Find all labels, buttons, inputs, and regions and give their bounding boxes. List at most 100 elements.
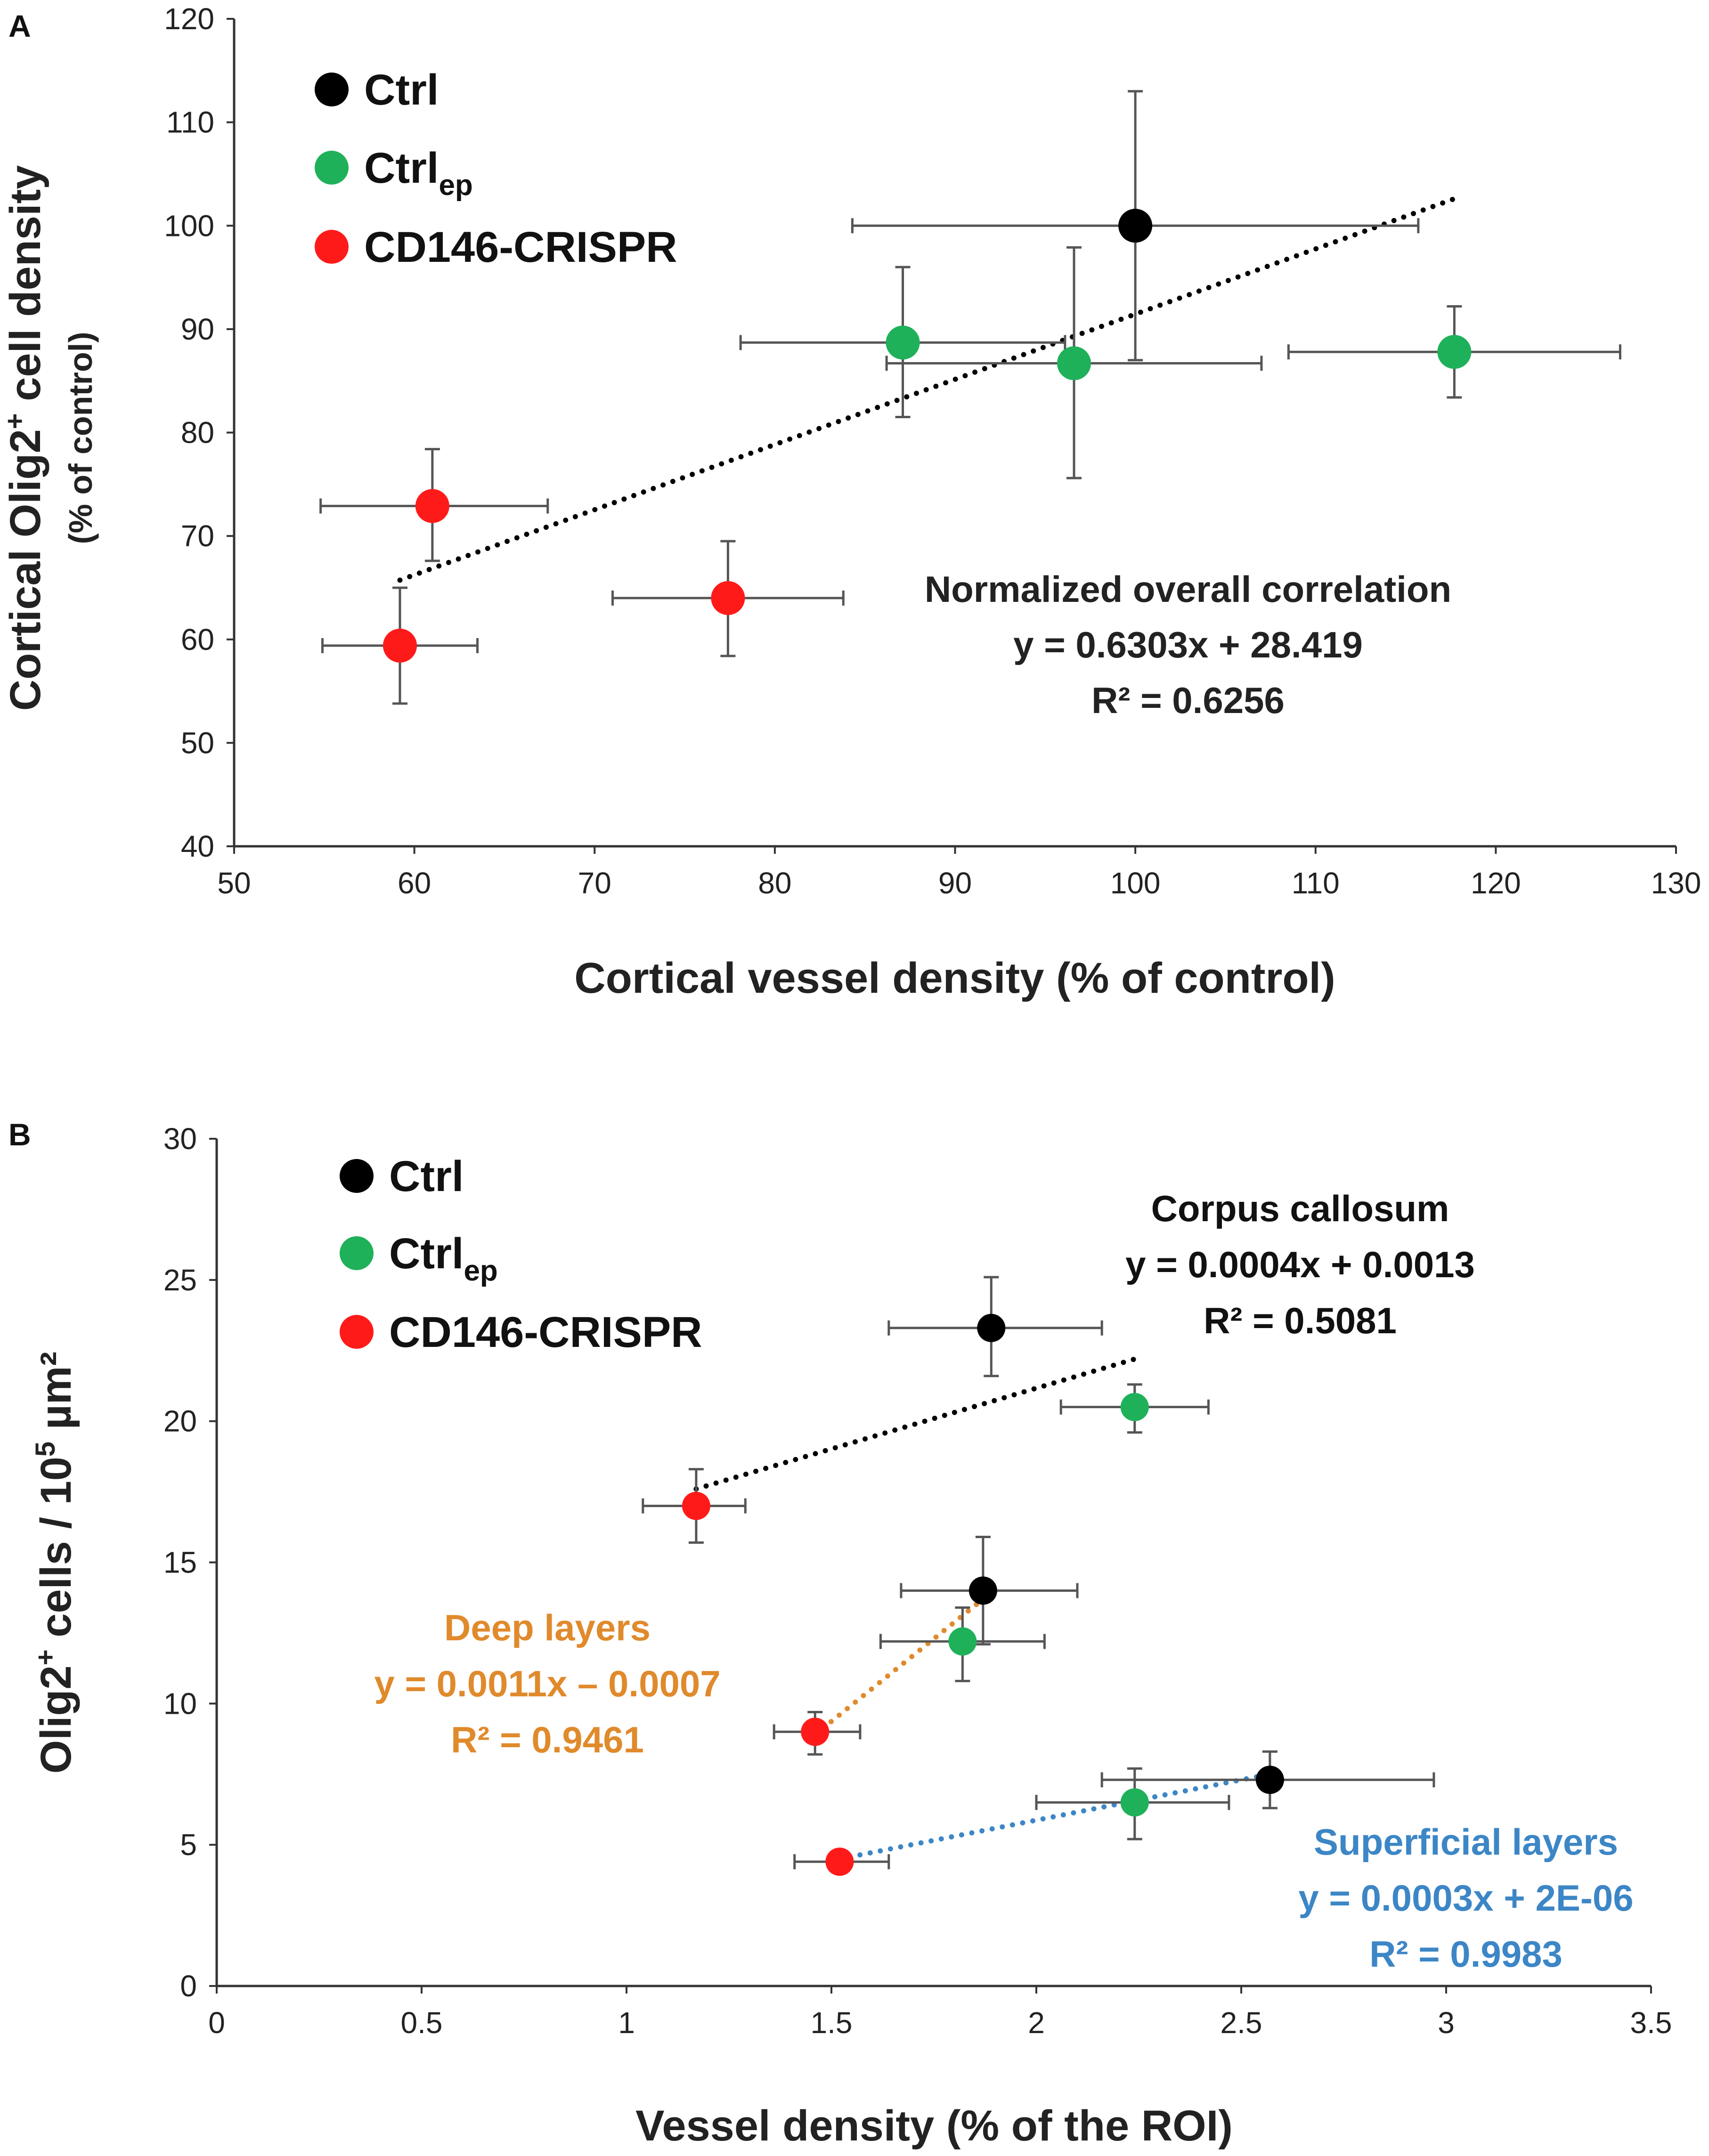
data-point-ctrl [1118, 209, 1153, 243]
panel-b-y-axis-title: Olig2+ cells / 105 µm² [30, 1352, 80, 1774]
y-tick-label: 60 [181, 623, 214, 657]
data-point-cd146 [801, 1718, 830, 1746]
trendline-corpus [693, 1356, 1138, 1492]
panel-a-x-axis-title: Cortical vessel density (% of control) [574, 954, 1335, 1002]
panel-b-error-bars [642, 1276, 1435, 1872]
y-tick-label: 0 [180, 1969, 197, 2003]
y-tick-label: 15 [163, 1546, 197, 1580]
legend-a-marker-ctrl [315, 73, 349, 106]
panel-a-y-axis-title-main: Cortical Olig2+ cell density [0, 165, 49, 711]
legend-b-marker-ctrl [340, 1159, 374, 1193]
corpus-annotation-title: Corpus callosum [1151, 1188, 1449, 1229]
x-tick-label: 3.5 [1630, 2006, 1672, 2040]
y-tick-label: 30 [163, 1122, 197, 1156]
panel-a-label: A [8, 8, 31, 43]
panel-a-error-bars [319, 90, 1621, 705]
deep-annotation-r2: R² = 0.9461 [451, 1719, 644, 1760]
corpus-annotation-r2: R² = 0.5081 [1204, 1300, 1397, 1341]
data-point-cd146 [682, 1491, 710, 1520]
x-tick-label: 70 [578, 866, 611, 900]
panel-a-annotation-title: Normalized overall correlation [925, 568, 1451, 610]
x-tick-label: 90 [938, 866, 972, 900]
data-point-cd146 [415, 489, 449, 523]
panel-a-points [383, 209, 1472, 663]
panel-a-trendlines [397, 196, 1457, 583]
y-tick-label: 10 [163, 1686, 197, 1720]
legend-a-marker-cd146 [315, 230, 349, 264]
panel-b-corpus-annotation: Corpus callosum y = 0.0004x + 0.0013 R² … [1125, 1188, 1475, 1341]
legend-b-marker-cd146 [340, 1315, 374, 1349]
panel-a-ticks: 50 60 70 80 90 100 110 120 130405060708090100110… [164, 2, 1701, 900]
data-point-ctrl-ep [948, 1627, 977, 1656]
y-tick-label: 40 [181, 829, 214, 863]
data-point-ctrl [968, 1576, 997, 1605]
x-tick-label: 0 [208, 2006, 225, 2040]
x-tick-label: 3 [1438, 2006, 1455, 2040]
x-tick-label: 0.5 [401, 2006, 443, 2040]
x-tick-label: 130 [1651, 866, 1701, 900]
deep-annotation-title: Deep layers [444, 1607, 651, 1648]
data-point-ctrl-ep [1057, 346, 1091, 381]
data-point-cd146 [383, 628, 417, 663]
panel-a-y-axis-subtitle: (% of control) [62, 332, 99, 544]
data-point-cd146 [825, 1848, 854, 1876]
panel-a-y-axis-title: Cortical Olig2+ cell density (% of contr… [0, 165, 99, 711]
panel-a-annotation-r2: R² = 0.6256 [1091, 680, 1285, 721]
y-tick-label: 100 [164, 209, 214, 243]
x-tick-label: 1.5 [811, 2006, 853, 2040]
x-tick-label: 2.5 [1221, 2006, 1262, 2040]
y-tick-label: 80 [181, 416, 214, 450]
panel-a-axes [233, 19, 1676, 848]
legend-a-label-cd146: CD146-CRISPR [364, 223, 677, 271]
y-tick-label: 20 [163, 1404, 197, 1438]
x-tick-label: 50 [217, 866, 251, 900]
superficial-annotation-equation: y = 0.0003x + 2E-06 [1298, 1877, 1633, 1919]
x-tick-label: 60 [398, 866, 431, 900]
panel-b-deep-annotation: Deep layers y = 0.0011x – 0.0007 R² = 0.… [374, 1607, 720, 1760]
trendline-overall [397, 196, 1457, 583]
y-tick-label: 90 [181, 312, 214, 346]
panel-b-x-axis-title: Vessel density (% of the ROI) [635, 2102, 1233, 2150]
data-point-ctrl [1255, 1766, 1284, 1794]
panel-b-legend: Ctrl Ctrlep CD146-CRISPR [340, 1152, 702, 1356]
data-point-cd146 [711, 581, 745, 615]
corpus-annotation-equation: y = 0.0004x + 0.0013 [1125, 1244, 1475, 1285]
x-tick-label: 100 [1110, 866, 1161, 900]
data-point-ctrl-ep [1120, 1393, 1149, 1421]
y-tick-label: 70 [181, 519, 214, 553]
deep-annotation-equation: y = 0.0011x – 0.0007 [374, 1663, 720, 1704]
legend-a-label-ctrl: Ctrl [364, 66, 439, 114]
legend-b-label-cd146: CD146-CRISPR [389, 1308, 702, 1356]
y-tick-label: 5 [180, 1828, 197, 1862]
legend-b-label-ctrl-ep: Ctrlep [389, 1230, 498, 1287]
panel-a-annotation-equation: y = 0.6303x + 28.419 [1013, 624, 1363, 665]
y-tick-label: 50 [181, 726, 214, 760]
x-tick-label: 2 [1028, 2006, 1045, 2040]
panel-b-points [682, 1313, 1284, 1876]
data-point-ctrl-ep [1120, 1788, 1149, 1817]
legend-a-label-ctrl-ep: Ctrlep [364, 144, 473, 202]
y-tick-label: 25 [163, 1263, 197, 1297]
panel-b-trendlines [693, 1356, 1273, 1862]
x-tick-label: 1 [618, 2006, 635, 2040]
legend-b-label-ctrl: Ctrl [389, 1152, 464, 1200]
y-tick-label: 110 [166, 105, 214, 139]
legend-b-marker-ctrl-ep [340, 1236, 374, 1270]
superficial-annotation-title: Superficial layers [1314, 1821, 1618, 1863]
panel-a: A 50 60 70 80 90 100 110 120 1304050607080901001… [0, 2, 1701, 1002]
x-tick-label: 110 [1292, 866, 1340, 900]
superficial-annotation-r2: R² = 0.9983 [1369, 1933, 1563, 1975]
data-point-ctrl [977, 1313, 1006, 1342]
panel-b: B 0 0.5 1 1.5 2 2.5 3 3.5 0 5 10 15 20 25 30 Ctrl Ctrl… [8, 1117, 1672, 2150]
panel-b-superficial-annotation: Superficial layers y = 0.0003x + 2E-06 R… [1298, 1821, 1633, 1975]
trendline-superficial [837, 1771, 1273, 1862]
panel-b-ticks: 0 0.5 1 1.5 2 2.5 3 3.5 0 5 10 15 20 25 30 [163, 1122, 1672, 2040]
panel-b-y-axis-title-text: Olig2+ cells / 105 µm² [30, 1352, 80, 1774]
legend-a-marker-ctrl-ep [315, 151, 349, 185]
panel-b-label: B [8, 1117, 31, 1152]
trendline-deep [812, 1596, 986, 1737]
panel-a-correlation-annotation: Normalized overall correlation y = 0.630… [925, 568, 1451, 721]
data-point-ctrl-ep [1437, 335, 1472, 369]
panel-a-legend: Ctrl Ctrlep CD146-CRISPR [315, 66, 677, 271]
